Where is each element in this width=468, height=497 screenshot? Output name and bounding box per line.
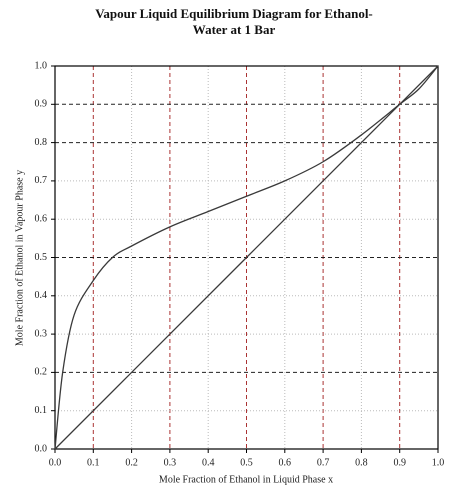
x-tick-label: 0.7 <box>317 457 330 468</box>
x-tick-label: 0.6 <box>279 457 292 468</box>
y-axis-label: Mole Fraction of Ethanol in Vapour Phase… <box>14 170 25 346</box>
y-tick-label: 0.7 <box>35 175 48 186</box>
x-tick-label: 0.4 <box>202 457 215 468</box>
y-tick-label: 0.4 <box>35 290 48 301</box>
y-tick-label: 0.2 <box>35 367 48 378</box>
x-axis-label: Mole Fraction of Ethanol in Liquid Phase… <box>159 474 333 485</box>
y-tick-label: 1.0 <box>35 60 48 71</box>
y-tick-label: 0.8 <box>35 137 48 148</box>
data-line <box>54 65 439 450</box>
x-tick-label: 0.9 <box>393 457 406 468</box>
x-tick-label: 1.0 <box>432 457 445 468</box>
y-tick-label: 0.5 <box>35 252 48 263</box>
y-tick-label: 0.1 <box>35 405 48 416</box>
x-tick-label: 0.0 <box>49 457 62 468</box>
y-tick-label: 0.0 <box>35 443 48 454</box>
x-tick-label: 0.8 <box>355 457 368 468</box>
chart-title: Vapour Liquid Equilibrium Diagram for Et… <box>95 6 373 37</box>
y-tick-label: 0.6 <box>35 213 48 224</box>
y-tick-label: 0.3 <box>35 328 48 339</box>
x-tick-label: 0.2 <box>125 457 138 468</box>
x-tick-label: 0.5 <box>240 457 253 468</box>
y-tick-label: 0.9 <box>35 99 48 110</box>
x-tick-label: 0.3 <box>164 457 177 468</box>
data-line <box>54 65 439 450</box>
x-tick-label: 0.1 <box>87 457 100 468</box>
plot-frame <box>54 65 439 450</box>
